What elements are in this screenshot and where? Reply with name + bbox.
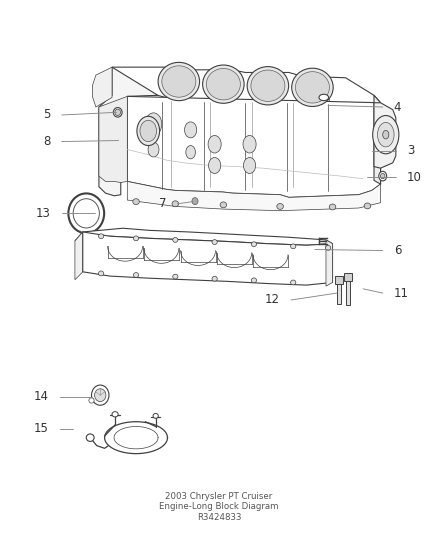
Text: 12: 12 (265, 294, 280, 306)
Ellipse shape (145, 113, 162, 135)
Ellipse shape (186, 146, 195, 159)
Ellipse shape (319, 94, 328, 101)
Ellipse shape (133, 199, 139, 205)
Ellipse shape (134, 236, 139, 241)
Polygon shape (344, 273, 352, 281)
Ellipse shape (172, 201, 179, 207)
Polygon shape (335, 276, 343, 284)
Ellipse shape (162, 66, 196, 97)
Ellipse shape (243, 135, 256, 153)
Ellipse shape (292, 68, 333, 107)
Ellipse shape (329, 204, 336, 210)
Ellipse shape (68, 193, 104, 233)
Ellipse shape (99, 271, 104, 276)
Ellipse shape (153, 414, 158, 418)
Text: 4: 4 (394, 101, 401, 114)
Ellipse shape (95, 389, 106, 401)
Ellipse shape (373, 116, 399, 154)
Text: 10: 10 (407, 171, 422, 184)
Ellipse shape (383, 131, 389, 139)
Ellipse shape (295, 71, 329, 103)
Ellipse shape (99, 234, 104, 239)
Ellipse shape (203, 65, 244, 103)
Polygon shape (337, 284, 341, 304)
Polygon shape (374, 103, 396, 168)
Text: 13: 13 (36, 207, 51, 220)
Polygon shape (112, 67, 381, 103)
Ellipse shape (277, 204, 283, 209)
Text: 7: 7 (159, 197, 166, 211)
Text: 2003 Chrysler PT Cruiser
Engine-Long Block Diagram
R3424833: 2003 Chrysler PT Cruiser Engine-Long Blo… (159, 492, 279, 522)
Ellipse shape (290, 280, 296, 285)
Polygon shape (99, 96, 127, 182)
Text: 6: 6 (394, 244, 401, 257)
Ellipse shape (251, 278, 257, 282)
Polygon shape (83, 232, 332, 285)
Ellipse shape (148, 142, 159, 157)
Ellipse shape (86, 434, 94, 441)
Ellipse shape (173, 274, 178, 279)
Polygon shape (75, 232, 83, 280)
Ellipse shape (115, 109, 120, 116)
Ellipse shape (73, 199, 99, 228)
Ellipse shape (206, 68, 240, 100)
Polygon shape (127, 96, 381, 197)
Polygon shape (374, 95, 381, 184)
Ellipse shape (247, 67, 289, 105)
Text: 11: 11 (394, 287, 409, 300)
Ellipse shape (290, 244, 296, 249)
Ellipse shape (244, 158, 256, 173)
Ellipse shape (137, 116, 159, 146)
Polygon shape (92, 67, 112, 107)
Ellipse shape (325, 246, 331, 251)
Ellipse shape (381, 173, 385, 179)
Ellipse shape (212, 276, 217, 281)
Text: 15: 15 (34, 422, 49, 435)
Text: 5: 5 (43, 109, 51, 122)
Text: 3: 3 (407, 144, 414, 157)
Ellipse shape (134, 272, 139, 277)
Ellipse shape (173, 238, 178, 243)
Ellipse shape (212, 240, 217, 245)
Ellipse shape (112, 411, 118, 417)
Ellipse shape (184, 122, 197, 138)
Ellipse shape (208, 135, 221, 153)
Text: 8: 8 (43, 135, 51, 148)
Ellipse shape (379, 171, 387, 181)
Ellipse shape (220, 202, 226, 208)
Polygon shape (127, 181, 381, 211)
Ellipse shape (251, 242, 257, 247)
Ellipse shape (192, 198, 198, 205)
Polygon shape (346, 281, 350, 305)
Ellipse shape (364, 203, 371, 209)
Polygon shape (326, 240, 332, 286)
Polygon shape (75, 228, 332, 245)
Ellipse shape (113, 108, 122, 117)
Ellipse shape (251, 70, 285, 101)
Ellipse shape (158, 62, 200, 101)
Ellipse shape (140, 120, 156, 142)
Polygon shape (99, 67, 158, 196)
Ellipse shape (378, 123, 394, 147)
Ellipse shape (208, 158, 221, 173)
Ellipse shape (89, 398, 94, 403)
Ellipse shape (92, 385, 109, 405)
Text: 14: 14 (34, 390, 49, 403)
